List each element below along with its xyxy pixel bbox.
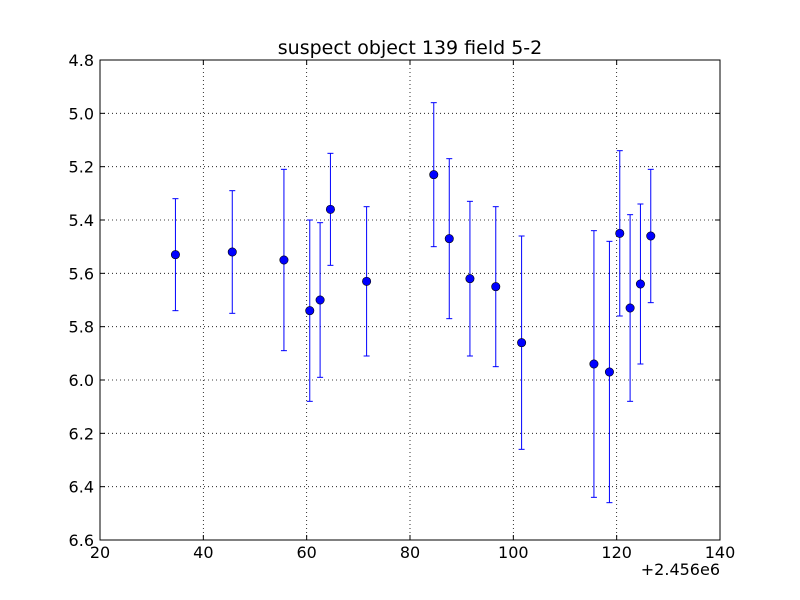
- point-marker: [465, 274, 475, 284]
- x-tick-label: 100: [498, 543, 529, 562]
- data-point: [429, 102, 439, 248]
- x-tick-label: 120: [601, 543, 632, 562]
- data-point: [491, 206, 501, 368]
- x-tick-label: 60: [296, 543, 316, 562]
- y-tick-label: 5.2: [69, 158, 94, 177]
- data-point: [625, 214, 635, 402]
- point-marker: [315, 295, 325, 305]
- point-marker: [491, 282, 501, 292]
- point-marker: [604, 367, 614, 377]
- y-tick-label: 6.2: [69, 424, 94, 443]
- point-marker: [279, 255, 289, 265]
- y-tick-label: 5.0: [69, 104, 94, 123]
- data-point: [646, 168, 656, 304]
- grid: [100, 60, 720, 540]
- y-tick-label: 5.6: [69, 264, 94, 283]
- x-tick-label: 20: [90, 543, 110, 562]
- y-tick-label: 6.0: [69, 371, 94, 390]
- point-marker: [646, 231, 656, 241]
- point-marker: [625, 303, 635, 313]
- point-marker: [227, 247, 237, 257]
- point-marker: [635, 279, 645, 289]
- point-marker: [305, 306, 315, 316]
- x-tick-label: 140: [705, 543, 736, 562]
- data-point: [517, 235, 527, 450]
- x-tick-label: 40: [193, 543, 213, 562]
- point-marker: [325, 204, 335, 214]
- y-tick-label: 6.6: [69, 531, 94, 550]
- x-offset-label: +2.456e6: [641, 560, 720, 579]
- data-point: [325, 152, 335, 266]
- data-point: [170, 198, 180, 312]
- data-point: [615, 150, 625, 317]
- point-marker: [517, 338, 527, 348]
- point-marker: [362, 276, 372, 286]
- point-marker: [170, 250, 180, 260]
- axis-ticks: 20 40 60 80 100 120 140 4.8 5.0 5.2 5.4 5.6 5.8 6.0 6.…: [69, 51, 736, 562]
- data-point: [444, 158, 454, 320]
- data-point: [315, 222, 325, 378]
- point-marker: [589, 359, 599, 369]
- chart-title: suspect object 139 field 5-2: [278, 37, 543, 59]
- data-point: [589, 230, 599, 498]
- data-point: [604, 240, 614, 504]
- data-series: [170, 102, 656, 504]
- point-marker: [615, 228, 625, 238]
- y-tick-label: 5.4: [69, 211, 94, 230]
- x-tick-label: 80: [400, 543, 420, 562]
- y-tick-label: 5.8: [69, 318, 94, 337]
- point-marker: [429, 170, 439, 180]
- data-point: [227, 190, 237, 314]
- data-point: [362, 206, 372, 357]
- data-point: [279, 168, 289, 352]
- point-marker: [444, 234, 454, 244]
- data-point: [305, 219, 315, 402]
- data-point: [635, 203, 645, 365]
- y-tick-label: 4.8: [69, 51, 94, 70]
- data-point: [465, 200, 475, 357]
- y-tick-label: 6.4: [69, 478, 94, 497]
